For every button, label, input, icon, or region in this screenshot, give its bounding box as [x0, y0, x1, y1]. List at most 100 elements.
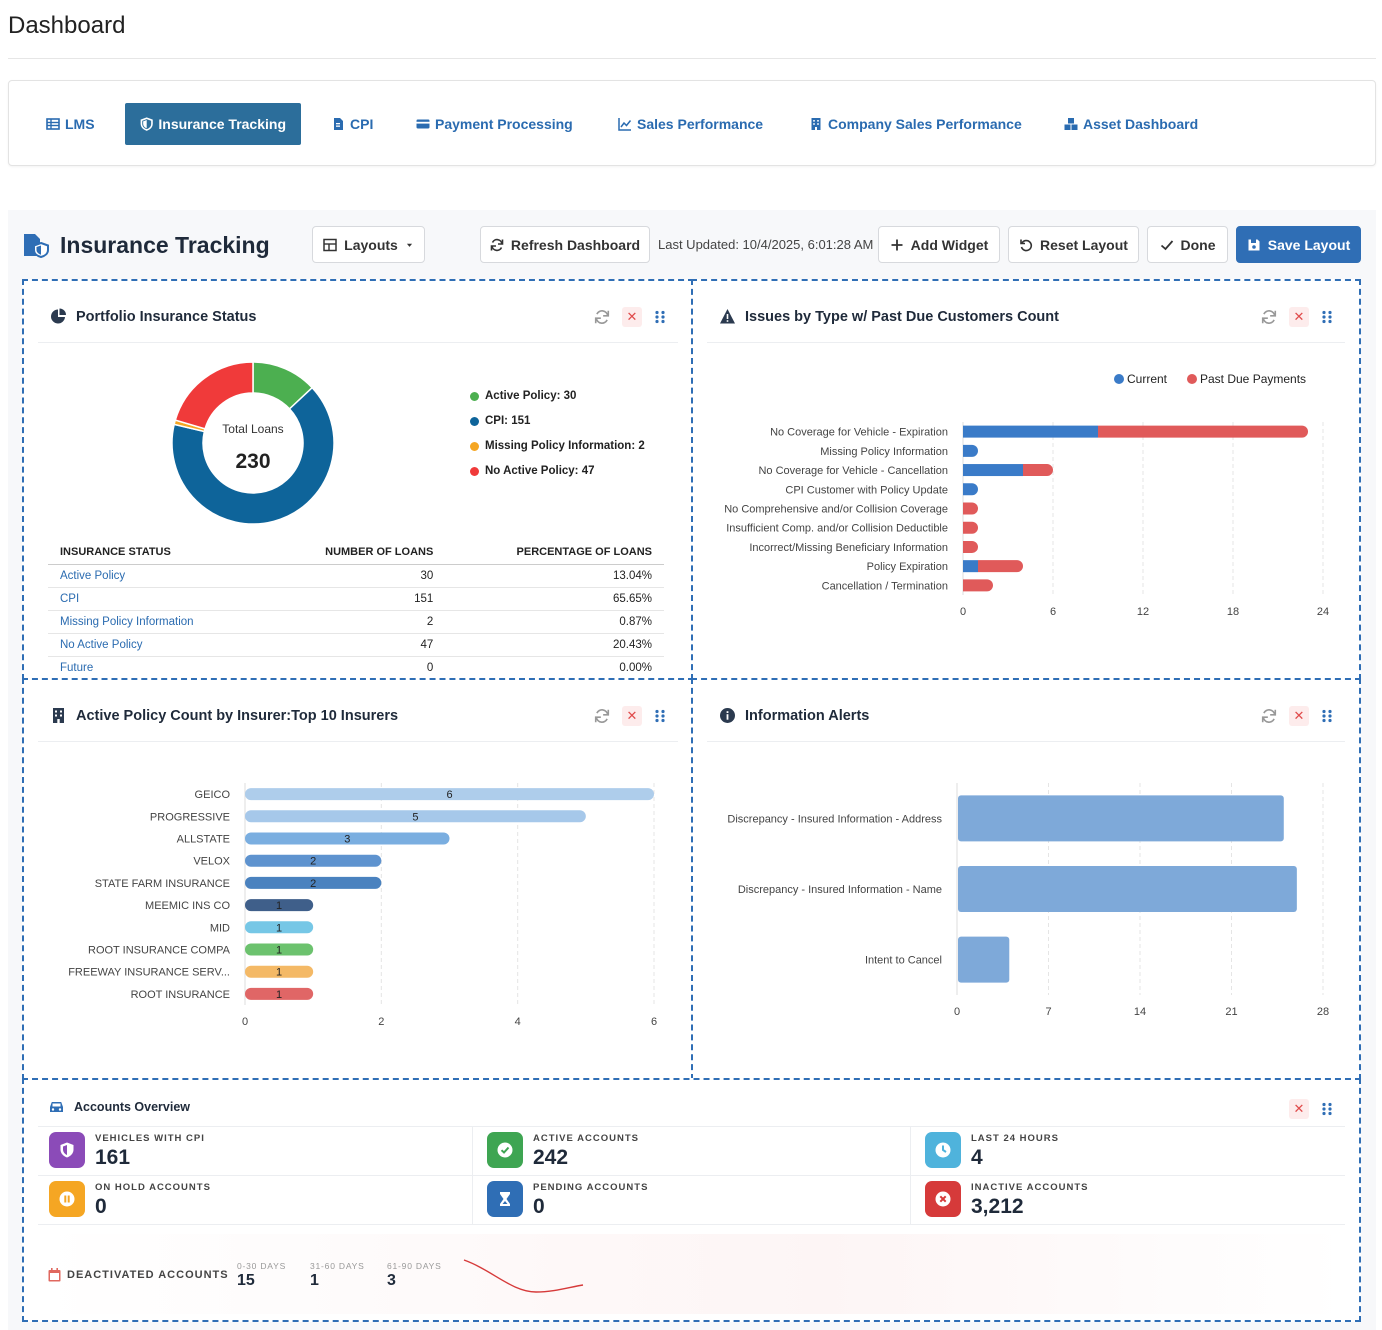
- pie-chart-icon: [51, 308, 66, 324]
- file-icon: [334, 118, 343, 130]
- bar-current-0: [963, 425, 1098, 438]
- page-title: Dashboard: [8, 12, 126, 39]
- tick-label: 14: [1134, 1006, 1146, 1018]
- bar-value-label: 2: [310, 856, 316, 868]
- issues-by-type-widget: Issues by Type w/ Past Due Customers Cou…: [691, 279, 1361, 680]
- category-label: Cancellation / Termination: [822, 580, 948, 592]
- drag-handle-icon[interactable]: [1321, 310, 1333, 324]
- bar-past-due-payments-6: [963, 540, 978, 553]
- bar-root-insurance-compa: [245, 943, 314, 956]
- bar-progressive: [245, 810, 586, 823]
- bar-past-due-payments-7: [978, 560, 1023, 573]
- line-chart-icon: [618, 118, 632, 131]
- category-label: GEICO: [195, 789, 231, 801]
- boxes-icon: [1064, 118, 1078, 130]
- widget-refresh-icon[interactable]: [1261, 708, 1277, 724]
- widget-title: Information Alerts: [745, 707, 870, 724]
- widget-close-icon[interactable]: ✕: [1289, 307, 1309, 327]
- drag-handle-icon[interactable]: [654, 709, 666, 723]
- tab-payment-processing[interactable]: Payment Processing: [401, 103, 588, 145]
- bar-value-label: 3: [344, 834, 350, 846]
- tab-label: CPI: [350, 116, 374, 132]
- deactivated-bucket-value: 1: [310, 1272, 319, 1289]
- calendar-icon: [48, 1268, 61, 1282]
- deactivated-strip: [40, 1234, 1346, 1314]
- bar-intent-to-cancel: [958, 936, 1010, 983]
- info-icon: [720, 708, 735, 723]
- widget-refresh-icon[interactable]: [594, 309, 610, 325]
- widget-title: Portfolio Insurance Status: [76, 308, 257, 325]
- check-icon: [1160, 239, 1173, 250]
- done-button[interactable]: Done: [1147, 226, 1228, 263]
- category-label: CPI Customer with Policy Update: [785, 484, 948, 496]
- drag-handle-icon[interactable]: [1321, 709, 1333, 723]
- status-link[interactable]: Future: [48, 656, 265, 680]
- tab-cpi[interactable]: CPI: [316, 103, 388, 145]
- category-label: No Coverage for Vehicle - Expiration: [770, 427, 948, 439]
- legend-item-active-policy: Active Policy: 30: [470, 390, 576, 402]
- status-link[interactable]: CPI: [48, 587, 265, 611]
- bar-past-due-payments-2: [1023, 464, 1053, 477]
- widget-title: Accounts Overview: [74, 1099, 191, 1114]
- category-label: ROOT INSURANCE: [131, 989, 230, 1001]
- table-row: Missing Policy Information 2 0.87%: [48, 610, 664, 634]
- widget-refresh-icon[interactable]: [594, 708, 610, 724]
- widget-close-icon[interactable]: ✕: [622, 706, 642, 726]
- bar-geico: [245, 788, 654, 801]
- tab-insurance-tracking[interactable]: Insurance Tracking: [125, 103, 301, 145]
- credit-card-icon: [416, 119, 430, 129]
- status-link[interactable]: No Active Policy: [48, 633, 265, 657]
- legend-item-cpi: CPI: 151: [470, 415, 530, 427]
- status-link[interactable]: Missing Policy Information: [48, 610, 265, 634]
- legend-dot: [1114, 374, 1124, 384]
- column-header[interactable]: PERCENTAGE OF LOANS: [445, 540, 664, 565]
- bar-value-label: 6: [446, 789, 452, 801]
- category-label: STATE FARM INSURANCE: [95, 878, 230, 890]
- category-label: MEEMIC INS CO: [145, 900, 230, 912]
- column-header[interactable]: INSURANCE STATUS: [48, 540, 265, 565]
- portfolio-donut-chart: [171, 361, 335, 525]
- bar-velox: [245, 854, 382, 867]
- category-label: ALLSTATE: [177, 834, 230, 846]
- dashboard-title: Insurance Tracking: [60, 232, 270, 258]
- bar-past-due-payments-5: [963, 521, 978, 534]
- clock-icon: [935, 1142, 951, 1158]
- tab-lms[interactable]: LMS: [31, 103, 110, 145]
- widget-refresh-icon[interactable]: [1261, 309, 1277, 325]
- save-layout-button[interactable]: Save Layout: [1236, 226, 1361, 263]
- pause-circle-icon: [59, 1191, 75, 1207]
- widget-close-icon[interactable]: ✕: [1289, 706, 1309, 726]
- tick-label: 0: [960, 606, 966, 618]
- column-header[interactable]: NUMBER OF LOANS: [264, 540, 446, 565]
- check-circle-icon: [497, 1142, 513, 1158]
- reset-layout-button[interactable]: Reset Layout: [1008, 226, 1139, 263]
- donut-center-label: Total Loans: [222, 422, 284, 436]
- tab-sales-performance[interactable]: Sales Performance: [603, 103, 778, 145]
- widget-close-icon[interactable]: ✕: [622, 307, 642, 327]
- tick-label: 6: [651, 1016, 657, 1028]
- refresh-dashboard-button[interactable]: Refresh Dashboard: [480, 226, 650, 263]
- caret-down-icon: [406, 243, 412, 247]
- donut-slice-no-active-policy: [174, 361, 254, 430]
- tab-label: Sales Performance: [637, 116, 764, 132]
- title-divider: [8, 58, 1376, 59]
- widget-close-icon[interactable]: ✕: [1289, 1099, 1309, 1119]
- status-link[interactable]: Active Policy: [48, 564, 265, 588]
- insurance-tracking-icon: [24, 234, 49, 258]
- bar-value-label: 1: [276, 922, 282, 934]
- category-label: ROOT INSURANCE COMPA: [88, 945, 231, 957]
- category-label: Intent to Cancel: [865, 955, 942, 967]
- drag-handle-icon[interactable]: [654, 310, 666, 324]
- tab-company-sales-performance[interactable]: Company Sales Performance: [794, 103, 1037, 145]
- bar-past-due-payments-4: [963, 502, 978, 515]
- tab-asset-dashboard[interactable]: Asset Dashboard: [1049, 103, 1213, 145]
- last-updated-text: Last Updated: 10/4/2025, 6:01:28 AM: [658, 237, 874, 252]
- refresh-icon: [490, 238, 504, 251]
- warning-icon: [720, 309, 735, 324]
- layout-grid-icon: [323, 238, 337, 251]
- bar-allstate: [245, 832, 450, 845]
- drag-handle-icon[interactable]: [1321, 1102, 1333, 1116]
- add-widget-button[interactable]: Add Widget: [878, 226, 1000, 263]
- building-icon: [811, 118, 821, 130]
- layouts-dropdown[interactable]: Layouts: [312, 226, 425, 263]
